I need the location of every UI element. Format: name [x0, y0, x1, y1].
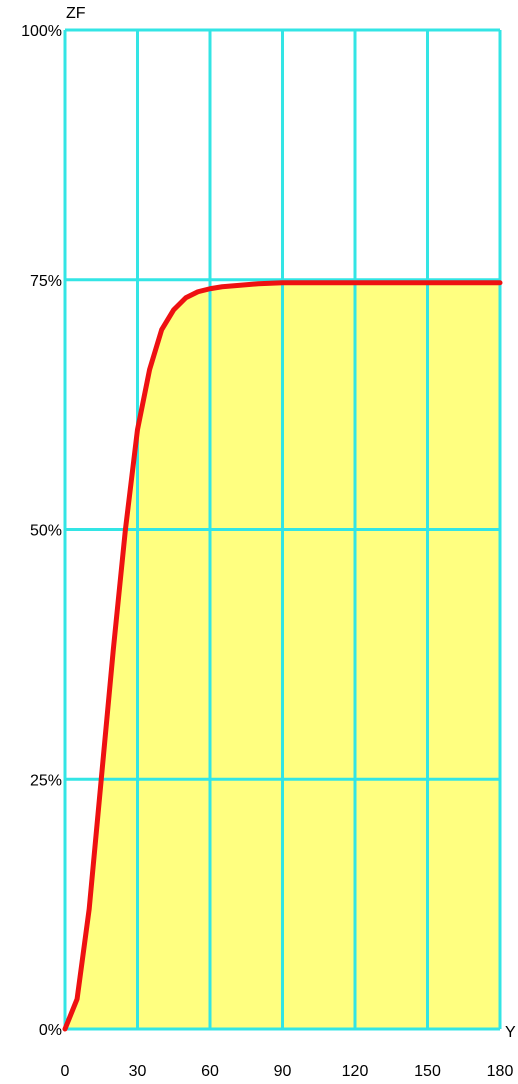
data-point	[148, 368, 152, 372]
data-point	[220, 285, 224, 289]
series-line	[62, 280, 503, 1032]
x-tick-label: 120	[342, 1063, 369, 1080]
y-tick-label: 100%	[21, 23, 62, 40]
data-point	[208, 287, 212, 291]
data-point	[172, 308, 176, 312]
data-point	[184, 296, 188, 300]
data-point	[353, 281, 357, 285]
x-tick-label: 180	[487, 1063, 514, 1080]
data-point	[87, 907, 91, 911]
data-point	[160, 328, 164, 332]
x-tick-label: 0	[61, 1063, 70, 1080]
series-line-layer	[62, 280, 503, 1032]
data-point	[75, 997, 79, 1001]
data-point	[196, 290, 200, 294]
x-tick-label: 60	[201, 1063, 219, 1080]
data-point	[123, 528, 127, 531]
data-point	[63, 1027, 67, 1031]
x-axis-label: Y	[505, 1024, 516, 1041]
data-point	[256, 282, 260, 286]
data-point	[232, 284, 236, 288]
data-point	[281, 281, 284, 285]
y-tick-label: 50%	[30, 523, 62, 540]
data-point	[498, 281, 502, 285]
data-point	[111, 647, 115, 651]
y-tick-labels: 0% 25% 50% 75% 100%	[21, 23, 62, 1039]
y-tick-label: 0%	[39, 1022, 62, 1039]
data-point	[426, 281, 429, 285]
x-tick-label: 30	[129, 1063, 147, 1080]
y-tick-label: 75%	[30, 273, 62, 290]
data-point	[136, 428, 139, 432]
x-tick-label: 150	[414, 1063, 441, 1080]
data-point	[99, 777, 103, 781]
x-tick-label: 90	[274, 1063, 292, 1080]
y-axis-label: ZF	[66, 5, 86, 22]
y-tick-label: 25%	[30, 772, 62, 789]
x-tick-labels: 0 30 60 90 120 150 180	[61, 1063, 514, 1080]
grid	[63, 28, 502, 1031]
